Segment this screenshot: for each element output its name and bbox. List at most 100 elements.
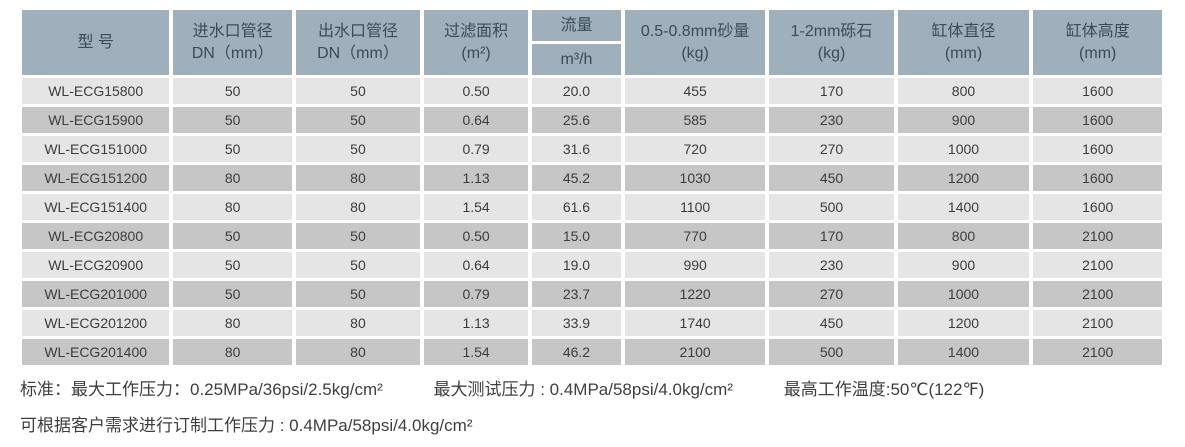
model-cell: WL-ECG15800 (22, 78, 170, 104)
spec-table-header: 型 号 进水口管径 DN（mm） 出水口管径 DN（mm） 过滤面积 (m²) … (22, 10, 1162, 75)
spec-value-cell: 1220 (624, 281, 766, 307)
note-line-1: 标准：最大工作压力：0.25MPa/36psi/2.5kg/cm² 最大测试压力… (20, 379, 1166, 402)
spec-value-cell: 1.13 (424, 310, 529, 336)
spec-value-cell: 230 (769, 252, 894, 278)
col-header-inlet: 进水口管径 DN（mm） (173, 10, 292, 75)
model-cell: WL-ECG201000 (22, 281, 170, 307)
spec-value-cell: 0.64 (424, 252, 529, 278)
spec-value-cell: 25.6 (532, 107, 621, 133)
spec-value-cell: 50 (173, 136, 292, 162)
col-header-gravel: 1-2mm砾石 (kg) (769, 10, 894, 75)
spec-value-cell: 19.0 (532, 252, 621, 278)
table-row: WL-ECG15900 50 50 0.64 25.6 585 230 900 1600 (22, 107, 1162, 133)
spec-value-cell: 80 (173, 310, 292, 336)
model-cell: WL-ECG201400 (22, 339, 170, 365)
spec-value-cell: 80 (295, 194, 420, 220)
spec-value-cell: 1000 (897, 281, 1030, 307)
spec-value-cell: 1030 (624, 165, 766, 191)
col-header-tank-diameter: 缸体直径 (mm) (897, 10, 1030, 75)
spec-value-cell: 1400 (897, 194, 1030, 220)
spec-value-cell: 2100 (624, 339, 766, 365)
spec-value-cell: 0.50 (424, 223, 529, 249)
spec-value-cell: 2100 (1033, 310, 1162, 336)
spec-value-cell: 900 (897, 252, 1030, 278)
spec-value-cell: 900 (897, 107, 1030, 133)
model-cell: WL-ECG151400 (22, 194, 170, 220)
spec-value-cell: 1740 (624, 310, 766, 336)
spec-value-cell: 80 (173, 194, 292, 220)
spec-value-cell: 0.79 (424, 281, 529, 307)
spec-value-cell: 450 (769, 165, 894, 191)
spec-value-cell: 15.0 (532, 223, 621, 249)
spec-value-cell: 50 (295, 78, 420, 104)
spec-value-cell: 50 (295, 252, 420, 278)
spec-value-cell: 1000 (897, 136, 1030, 162)
spec-value-cell: 1600 (1033, 136, 1162, 162)
col-header-tank-height: 缸体高度 (mm) (1033, 10, 1162, 75)
spec-value-cell: 1100 (624, 194, 766, 220)
col-header-model: 型 号 (22, 10, 170, 75)
spec-value-cell: 1200 (897, 310, 1030, 336)
spec-table-body: WL-ECG15800 50 50 0.50 20.0 455 170 800 1600 WL-E… (22, 78, 1162, 365)
col-header-filter-area: 过滤面积 (m²) (424, 10, 529, 75)
table-row: WL-ECG151000 50 50 0.79 31.6 720 270 1000 1600 (22, 136, 1162, 162)
spec-value-cell: 1.54 (424, 194, 529, 220)
model-cell: WL-ECG201200 (22, 310, 170, 336)
note-custom-working-pressure: 可根据客户需求进行订制工作压力 : 0.4MPa/58psi/4.0kg/cm² (20, 415, 473, 435)
spec-value-cell: 50 (295, 136, 420, 162)
spec-value-cell: 2100 (1033, 223, 1162, 249)
spec-value-cell: 80 (295, 310, 420, 336)
table-row: WL-ECG20900 50 50 0.64 19.0 990 230 900 2100 (22, 252, 1162, 278)
spec-value-cell: 50 (295, 281, 420, 307)
spec-value-cell: 80 (295, 165, 420, 191)
table-row: WL-ECG201200 80 80 1.13 33.9 1740 450 1200 2100 (22, 310, 1162, 336)
spec-value-cell: 61.6 (532, 194, 621, 220)
spec-value-cell: 500 (769, 194, 894, 220)
spec-value-cell: 0.50 (424, 78, 529, 104)
spec-value-cell: 0.64 (424, 107, 529, 133)
spec-value-cell: 50 (173, 252, 292, 278)
spec-value-cell: 2100 (1033, 339, 1162, 365)
table-row: WL-ECG201000 50 50 0.79 23.7 1220 270 1000 2100 (22, 281, 1162, 307)
spec-value-cell: 170 (769, 78, 894, 104)
spec-value-cell: 80 (173, 165, 292, 191)
spec-value-cell: 50 (173, 107, 292, 133)
spec-value-cell: 455 (624, 78, 766, 104)
spec-value-cell: 170 (769, 223, 894, 249)
model-cell: WL-ECG151200 (22, 165, 170, 191)
col-header-sand: 0.5-0.8mm砂量 (kg) (624, 10, 766, 75)
model-cell: WL-ECG15900 (22, 107, 170, 133)
table-row: WL-ECG151400 80 80 1.54 61.6 1100 500 1400 1600 (22, 194, 1162, 220)
spec-value-cell: 50 (295, 107, 420, 133)
spec-value-cell: 1600 (1033, 107, 1162, 133)
spec-value-cell: 1600 (1033, 194, 1162, 220)
spec-value-cell: 770 (624, 223, 766, 249)
note-max-test-pressure: 最大测试压力 : 0.4MPa/58psi/4.0kg/cm² (433, 380, 733, 399)
spec-value-cell: 230 (769, 107, 894, 133)
spec-value-cell: 50 (173, 223, 292, 249)
spec-value-cell: 800 (897, 223, 1030, 249)
spec-value-cell: 23.7 (532, 281, 621, 307)
spec-table: 型 号 进水口管径 DN（mm） 出水口管径 DN（mm） 过滤面积 (m²) … (18, 7, 1166, 368)
spec-value-cell: 585 (624, 107, 766, 133)
col-header-flow-unit: m³/h (532, 44, 621, 75)
spec-value-cell: 270 (769, 281, 894, 307)
spec-value-cell: 0.79 (424, 136, 529, 162)
model-cell: WL-ECG20800 (22, 223, 170, 249)
table-row: WL-ECG15800 50 50 0.50 20.0 455 170 800 1600 (22, 78, 1162, 104)
spec-value-cell: 2100 (1033, 252, 1162, 278)
spec-value-cell: 80 (295, 339, 420, 365)
note-standard-working-pressure: 标准：最大工作压力：0.25MPa/36psi/2.5kg/cm² (20, 380, 383, 399)
spec-value-cell: 45.2 (532, 165, 621, 191)
spec-value-cell: 720 (624, 136, 766, 162)
spec-value-cell: 500 (769, 339, 894, 365)
spec-value-cell: 46.2 (532, 339, 621, 365)
spec-value-cell: 20.0 (532, 78, 621, 104)
table-row: WL-ECG20800 50 50 0.50 15.0 770 170 800 2100 (22, 223, 1162, 249)
model-cell: WL-ECG20900 (22, 252, 170, 278)
spec-value-cell: 50 (295, 223, 420, 249)
notes: 标准：最大工作压力：0.25MPa/36psi/2.5kg/cm² 最大测试压力… (18, 379, 1166, 438)
spec-value-cell: 1400 (897, 339, 1030, 365)
spec-value-cell: 50 (173, 281, 292, 307)
note-max-working-temperature: 最高工作温度:50℃(122℉) (783, 380, 985, 399)
